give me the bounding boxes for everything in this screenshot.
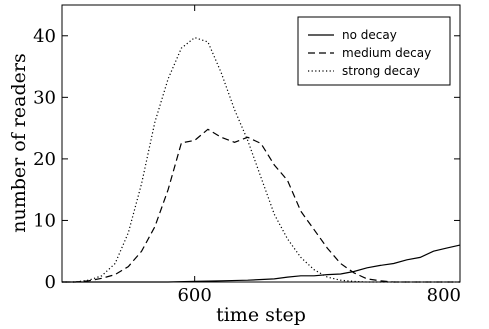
series-group (62, 36, 461, 283)
legend-label-medium-decay: medium decay (342, 46, 431, 60)
legend-label-no-decay: no decay (342, 28, 397, 42)
legend-box (297, 16, 451, 86)
x-tick-label: 800 (427, 285, 461, 306)
y-tick-label: 0 (45, 272, 56, 293)
axis-ticks: 0 10 20 30 40 600 800 (33, 5, 461, 306)
y-tick-label: 30 (33, 87, 56, 108)
legend: no decay medium decay strong decay (297, 16, 451, 86)
y-tick-label: 20 (33, 149, 56, 170)
plot-frame (61, 4, 461, 283)
x-tick-label: 600 (177, 285, 211, 306)
series-line-strong-decay (62, 36, 460, 283)
series-line-medium-decay (62, 128, 460, 283)
series-line-no-decay (62, 244, 461, 283)
y-tick-label: 10 (33, 210, 56, 231)
x-axis-label: time step (216, 304, 306, 326)
y-tick-label: 40 (33, 26, 56, 47)
y-axis-label: number of readers (8, 53, 30, 232)
legend-label-strong-decay: strong decay (342, 64, 420, 78)
